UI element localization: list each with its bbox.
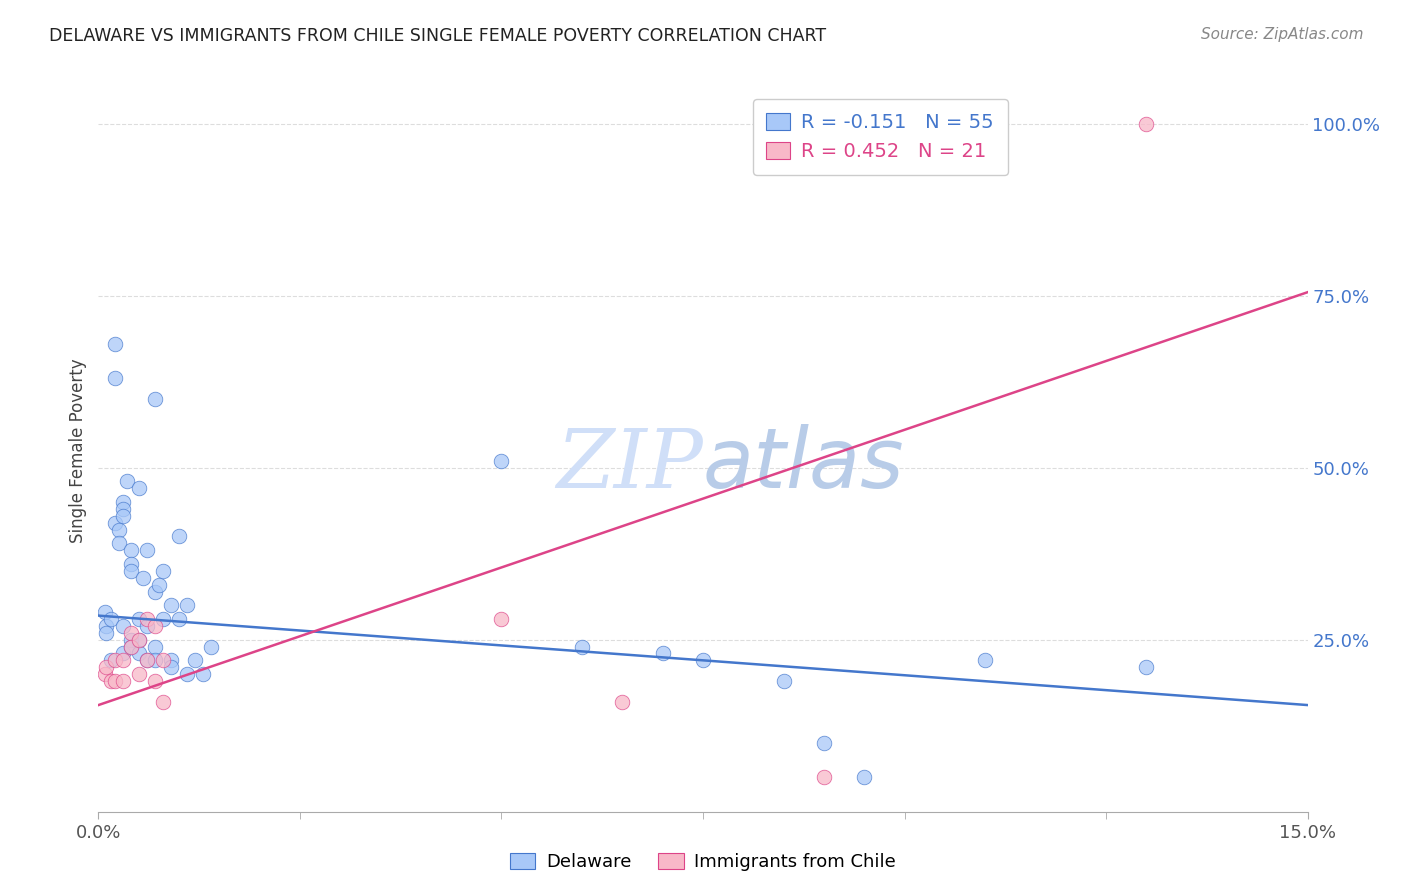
Point	[103, 336, 125, 351]
Point	[193, 667, 215, 681]
Point	[143, 392, 166, 406]
Point	[143, 653, 166, 667]
Point	[111, 619, 134, 633]
Point	[135, 653, 157, 667]
Point	[152, 564, 174, 578]
Point	[103, 516, 125, 530]
Text: Source: ZipAtlas.com: Source: ZipAtlas.com	[1201, 27, 1364, 42]
Point	[128, 481, 150, 495]
Point	[167, 612, 190, 626]
Point	[115, 475, 138, 489]
Point	[853, 770, 876, 784]
Text: DELAWARE VS IMMIGRANTS FROM CHILE SINGLE FEMALE POVERTY CORRELATION CHART: DELAWARE VS IMMIGRANTS FROM CHILE SINGLE…	[49, 27, 827, 45]
Point	[128, 632, 150, 647]
Legend: R = -0.151   N = 55, R = 0.452   N = 21: R = -0.151 N = 55, R = 0.452 N = 21	[752, 99, 1008, 175]
Text: atlas: atlas	[703, 425, 904, 506]
Point	[813, 736, 835, 750]
Point	[184, 653, 207, 667]
Point	[128, 612, 150, 626]
Point	[128, 667, 150, 681]
Point	[128, 647, 150, 661]
Point	[152, 695, 174, 709]
Point	[120, 543, 142, 558]
Point	[111, 673, 134, 688]
Point	[100, 653, 122, 667]
Point	[135, 619, 157, 633]
Point	[160, 660, 183, 674]
Point	[120, 625, 142, 640]
Point	[176, 599, 198, 613]
Point	[612, 695, 634, 709]
Point	[135, 653, 157, 667]
Point	[111, 653, 134, 667]
Point	[176, 667, 198, 681]
Point	[152, 653, 174, 667]
Point	[152, 612, 174, 626]
Point	[143, 673, 166, 688]
Point	[94, 605, 117, 619]
Point	[103, 371, 125, 385]
Point	[571, 640, 593, 654]
Point	[491, 612, 513, 626]
Point	[692, 653, 714, 667]
Point	[111, 647, 134, 661]
Point	[148, 577, 170, 591]
Point	[96, 625, 118, 640]
Point	[111, 495, 134, 509]
Point	[974, 653, 997, 667]
Point	[120, 640, 142, 654]
Legend: Delaware, Immigrants from Chile: Delaware, Immigrants from Chile	[502, 846, 904, 879]
Point	[135, 612, 157, 626]
Point	[160, 653, 183, 667]
Point	[107, 536, 129, 550]
Point	[120, 557, 142, 571]
Point	[120, 640, 142, 654]
Point	[103, 653, 125, 667]
Point	[772, 673, 794, 688]
Point	[111, 502, 134, 516]
Point	[651, 647, 673, 661]
Point	[120, 564, 142, 578]
Point	[128, 632, 150, 647]
Point	[107, 523, 129, 537]
Point	[160, 599, 183, 613]
Point	[111, 508, 134, 523]
Point	[103, 673, 125, 688]
Point	[100, 612, 122, 626]
Point	[1135, 660, 1157, 674]
Point	[1135, 117, 1157, 131]
Text: ZIP: ZIP	[557, 425, 703, 505]
Point	[135, 543, 157, 558]
Point	[96, 619, 118, 633]
Point	[813, 770, 835, 784]
Point	[143, 619, 166, 633]
Point	[96, 660, 118, 674]
Point	[491, 454, 513, 468]
Y-axis label: Single Female Poverty: Single Female Poverty	[69, 359, 87, 542]
Point	[100, 673, 122, 688]
Point	[143, 584, 166, 599]
Point	[94, 667, 117, 681]
Point	[167, 529, 190, 543]
Point	[143, 640, 166, 654]
Point	[120, 632, 142, 647]
Point	[132, 571, 155, 585]
Point	[200, 640, 222, 654]
